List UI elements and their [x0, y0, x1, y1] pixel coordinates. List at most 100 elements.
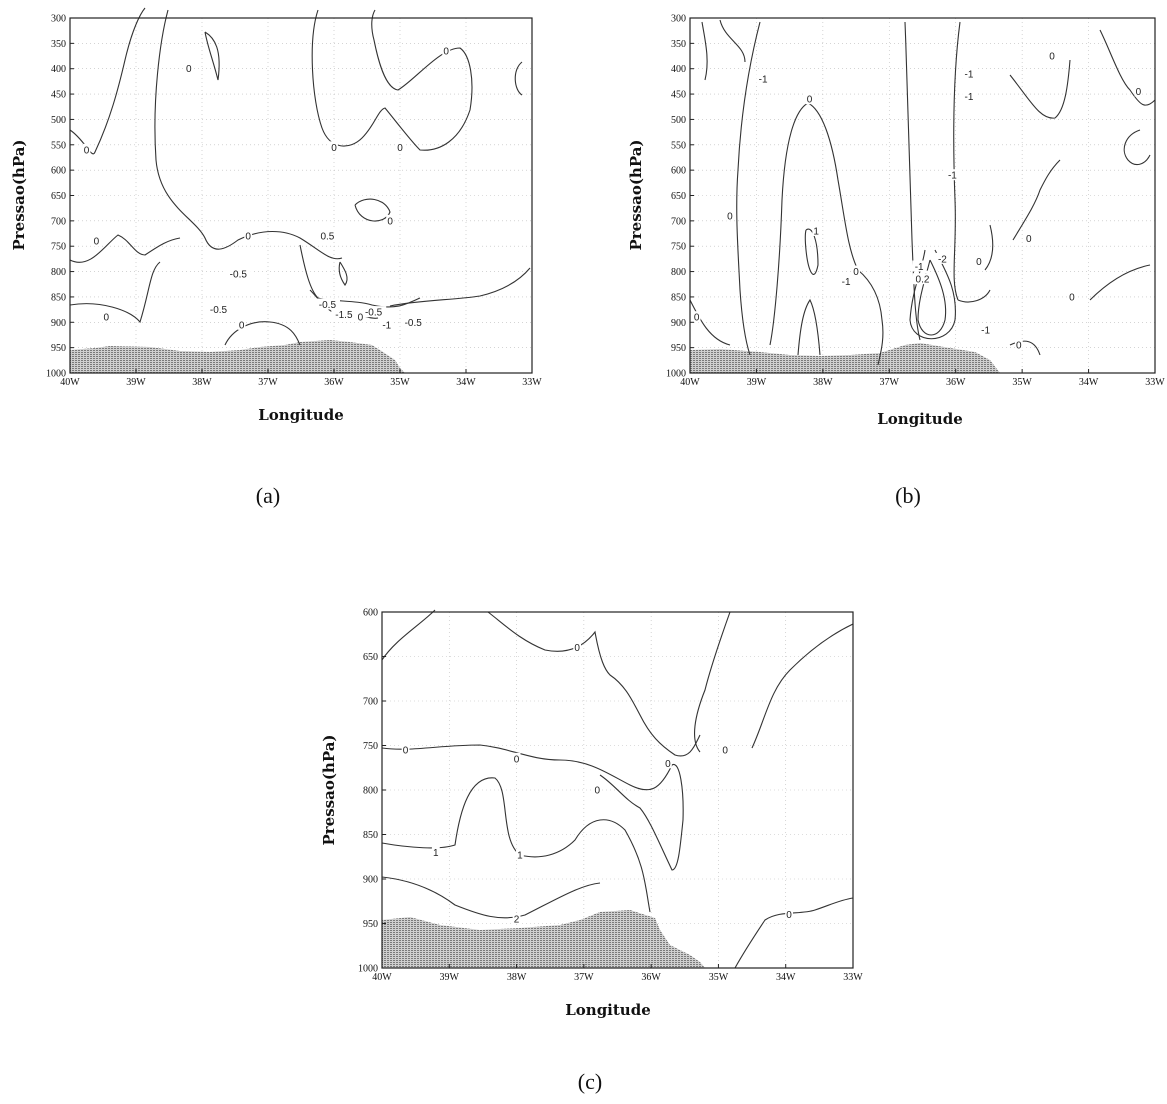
panel-a-terrain	[70, 340, 405, 373]
contour-label: 0	[239, 320, 245, 331]
y-tick-label: 850	[671, 292, 686, 303]
contour-label: 0	[807, 95, 813, 106]
panel-c-contour-line	[751, 623, 854, 749]
contour-label-bg	[1048, 50, 1056, 62]
panel-a-x-axis-label: Longitude	[258, 406, 344, 424]
contour-label-bg	[380, 318, 394, 330]
y-tick-label: 600	[51, 166, 66, 177]
contour-label-bg	[912, 273, 933, 285]
y-tick-label: 550	[51, 140, 66, 151]
x-tick-label: 35W	[709, 972, 729, 983]
contour-label: 0	[84, 145, 90, 156]
contour-label-bg	[725, 209, 734, 221]
panel-c-contour-labels: 0 0 0 0 0 0 1 1 2 0	[401, 641, 793, 926]
panel-label-a: (a)	[256, 483, 280, 508]
contour-label: 0	[397, 143, 403, 154]
contour-label-bg	[962, 90, 976, 102]
x-tick-label: 38W	[813, 377, 833, 388]
panel-c-contour-line	[694, 611, 731, 753]
contour-label: -1.5	[335, 310, 353, 321]
panel-a-contour-line	[338, 261, 348, 286]
y-tick-label: 600	[363, 608, 378, 619]
contour-label: 0	[853, 267, 859, 278]
contour-label: 1	[517, 850, 523, 861]
x-tick-label: 33W	[1145, 377, 1165, 388]
contour-label: -0.5	[319, 300, 337, 311]
contour-label-bg	[401, 743, 410, 755]
panel-label-c: (c)	[578, 1069, 602, 1094]
contour-label: 0	[387, 216, 393, 227]
contour-label-bg	[573, 641, 582, 653]
contour-label-bg	[1014, 339, 1023, 351]
x-tick-label: 39W	[126, 377, 146, 388]
contour-label-bg	[945, 169, 960, 181]
contour-label: 0.2	[916, 275, 930, 286]
panel-a-contour-line	[69, 234, 181, 263]
contour-label: 2	[514, 915, 520, 926]
x-tick-label: 36W	[641, 972, 661, 983]
x-tick-label: 34W	[1079, 377, 1099, 388]
contour-label-bg	[356, 311, 365, 323]
panel-b-contour-line	[701, 21, 708, 81]
contour-label-bg	[92, 235, 101, 247]
y-tick-label: 400	[51, 64, 66, 75]
contour-label: 0	[403, 745, 409, 756]
panel-a-contour-line	[299, 244, 421, 308]
contour-label: 0	[514, 754, 520, 765]
panel-a-contour-line	[69, 261, 161, 324]
contour-label-bg	[314, 298, 340, 310]
contour-label-bg	[361, 306, 387, 318]
contour-label: 0	[358, 313, 364, 324]
panel-c-x-ticks: 40W 39W 38W 37W 36W 35W 34W 33W	[372, 964, 863, 983]
contour-label-bg	[102, 311, 111, 323]
contour-label-bg	[721, 743, 730, 755]
panel-b-contour-labels: -1000-1-1-101-1000-20-110.2-100	[692, 50, 1143, 352]
panel-c-contour-line	[381, 609, 436, 661]
y-tick-label: 850	[363, 830, 378, 841]
contour-label-bg	[962, 67, 976, 79]
x-tick-label: 39W	[440, 972, 460, 983]
contour-label-bg	[692, 311, 701, 323]
contour-label-bg	[244, 230, 253, 242]
panel-label-b: (b)	[895, 483, 921, 508]
panel-a-contour-line	[311, 9, 473, 151]
y-tick-label: 600	[671, 166, 686, 177]
contour-label-bg	[516, 848, 524, 860]
contour-label: -1	[382, 320, 391, 331]
y-tick-label: 450	[51, 90, 66, 101]
panel-b-contour-line	[1123, 129, 1151, 166]
contour-label: 0	[186, 64, 192, 75]
contour-label-bg	[935, 252, 950, 264]
contour-label-bg	[184, 62, 193, 74]
x-tick-label: 35W	[390, 377, 410, 388]
contour-label-bg	[1134, 85, 1143, 97]
contour-label: 0	[786, 910, 792, 921]
contour-label-bg	[756, 72, 770, 84]
contour-label: -0.5	[230, 270, 248, 281]
panel-b-y-axis-label: Pressao(hPa)	[627, 139, 645, 250]
contour-label: 0	[1069, 292, 1075, 303]
y-tick-label: 300	[671, 14, 686, 25]
y-tick-label: 500	[51, 115, 66, 126]
contour-label: 0	[94, 237, 100, 248]
x-tick-label: 34W	[456, 377, 476, 388]
contour-label-bg	[839, 275, 853, 287]
x-tick-label: 40W	[60, 377, 80, 388]
contour-label: -0.5	[365, 308, 383, 319]
contour-label-bg	[512, 752, 521, 764]
panel-b-grid	[690, 18, 1155, 373]
contour-label-bg	[396, 141, 404, 153]
y-tick-label: 750	[51, 242, 66, 253]
contour-label: 0	[1026, 234, 1032, 245]
contour-label: 0	[245, 232, 251, 243]
contour-label-bg	[1024, 232, 1033, 244]
contour-label: -0.5	[210, 305, 228, 316]
contour-label: -1	[759, 74, 768, 85]
panel-b-contour-line	[1009, 340, 1041, 356]
panel-a-contour-line	[69, 7, 146, 155]
x-tick-label: 39W	[747, 377, 767, 388]
panel-a-y-ticks: 300 350 400 450 500 550 600 650 700 750 800 850 900 9…	[46, 14, 74, 380]
contour-label-bg	[442, 44, 451, 56]
contour-label: -1	[981, 325, 990, 336]
